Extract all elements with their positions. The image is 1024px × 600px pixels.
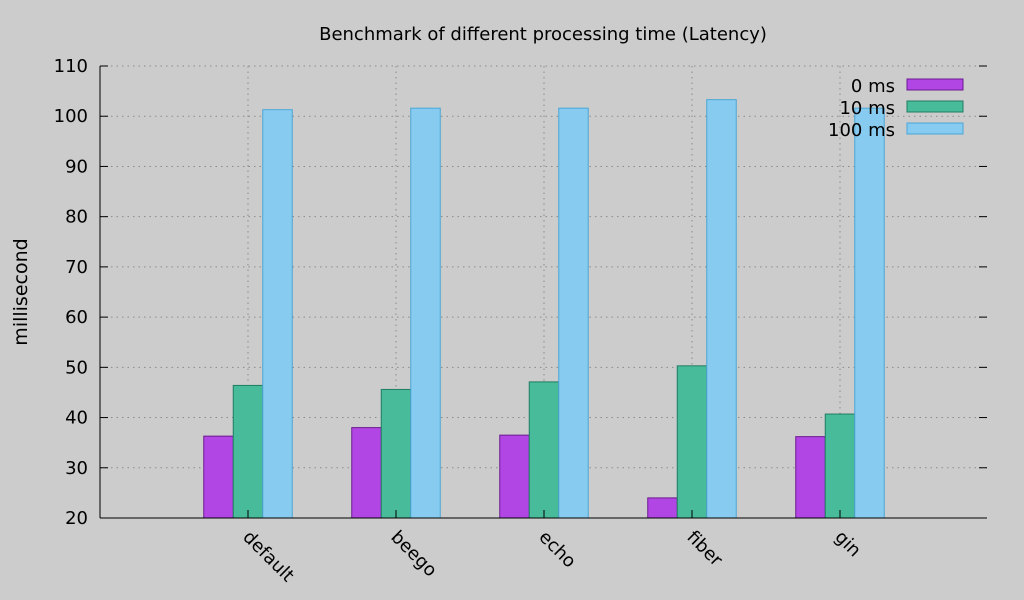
- y-tick-label: 30: [65, 458, 88, 479]
- bar: [795, 436, 826, 519]
- y-tick-label: 110: [54, 56, 88, 77]
- y-tick-label: 50: [65, 357, 88, 378]
- bar: [499, 434, 530, 519]
- y-tick-label: 100: [54, 106, 88, 127]
- x-category-label: echo: [534, 527, 580, 573]
- bar: [351, 427, 382, 519]
- bar: [232, 384, 264, 519]
- y-tick-label: 40: [65, 408, 88, 429]
- grid-lines: [100, 65, 987, 518]
- legend-swatch: [906, 100, 964, 113]
- bar: [676, 365, 708, 519]
- bar: [203, 435, 234, 519]
- x-category-label: gin: [830, 527, 865, 562]
- legend-swatch: [906, 78, 964, 91]
- y-axis-label: millisecond: [10, 238, 32, 345]
- bar: [262, 109, 293, 519]
- legend-swatch: [906, 122, 964, 135]
- y-tick-label: 20: [65, 508, 88, 529]
- legend-label: 100 ms: [828, 120, 895, 141]
- y-tick-label: 90: [65, 156, 88, 177]
- bar: [647, 497, 678, 519]
- bar: [558, 107, 589, 519]
- bar: [380, 388, 412, 519]
- bar: [824, 413, 856, 519]
- y-tick-label: 60: [65, 307, 88, 328]
- legend-label: 0 ms: [851, 76, 895, 97]
- x-category-label: default: [238, 527, 298, 587]
- bars: [203, 99, 885, 519]
- x-category-label: beego: [386, 527, 440, 581]
- y-tick-label: 70: [65, 257, 88, 278]
- bar: [528, 381, 560, 519]
- bar: [410, 107, 441, 519]
- chart-title: Benchmark of different processing time (…: [319, 24, 767, 45]
- bar: [854, 107, 885, 519]
- y-tick-label: 80: [65, 207, 88, 228]
- legend-label: 10 ms: [839, 98, 895, 119]
- x-category-label: fiber: [682, 527, 726, 571]
- bar: [706, 99, 737, 519]
